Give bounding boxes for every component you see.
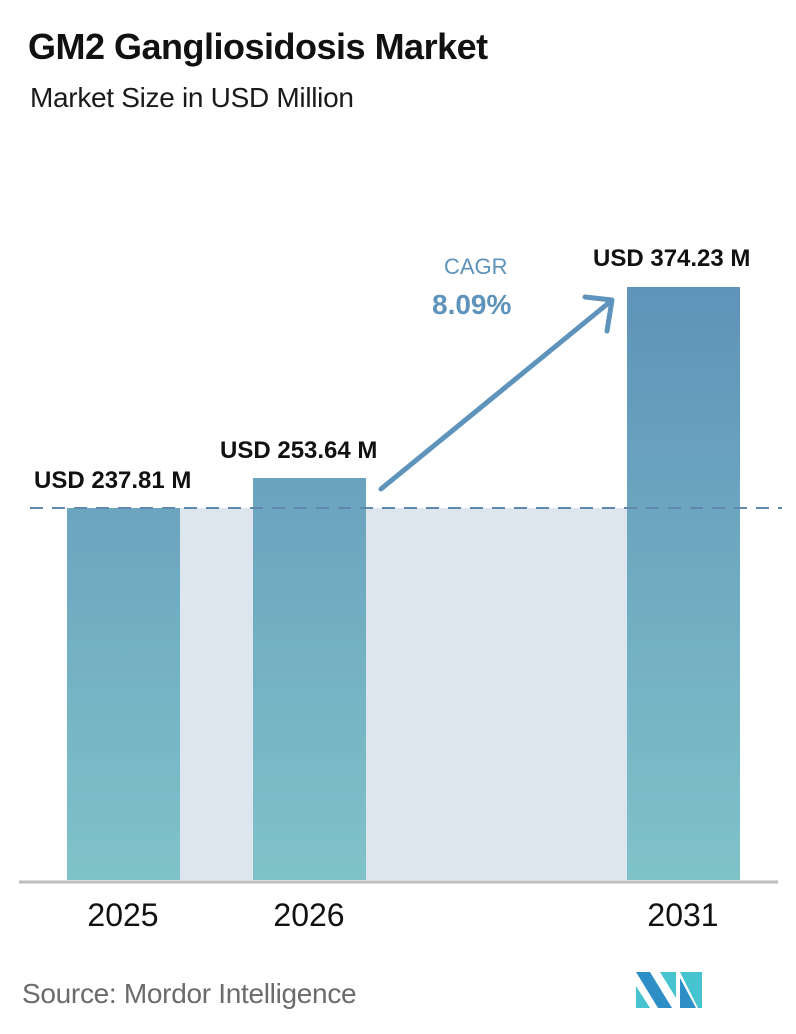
cagr-value: 8.09% [432, 289, 511, 320]
bar-2031 [627, 287, 740, 880]
growth-arrow-icon [378, 294, 615, 492]
chart-title: GM2 Gangliosidosis Market [28, 26, 488, 67]
bar-2026 [253, 478, 366, 880]
chart-subtitle: Market Size in USD Million [30, 82, 354, 113]
x-tick-2031: 2031 [647, 897, 718, 933]
bar-value-label-2026: USD 253.64 M [220, 437, 377, 464]
bar-2025 [67, 508, 180, 880]
x-tick-2025: 2025 [87, 897, 158, 933]
bar-value-label-2025: USD 237.81 M [34, 467, 191, 494]
cagr-label: CAGR [444, 254, 508, 279]
source-text: Source: Mordor Intelligence [22, 978, 357, 1009]
mordor-intelligence-logo-icon [636, 972, 702, 1008]
bar-value-label-2031: USD 374.23 M [593, 245, 750, 272]
x-tick-2026: 2026 [273, 897, 344, 933]
